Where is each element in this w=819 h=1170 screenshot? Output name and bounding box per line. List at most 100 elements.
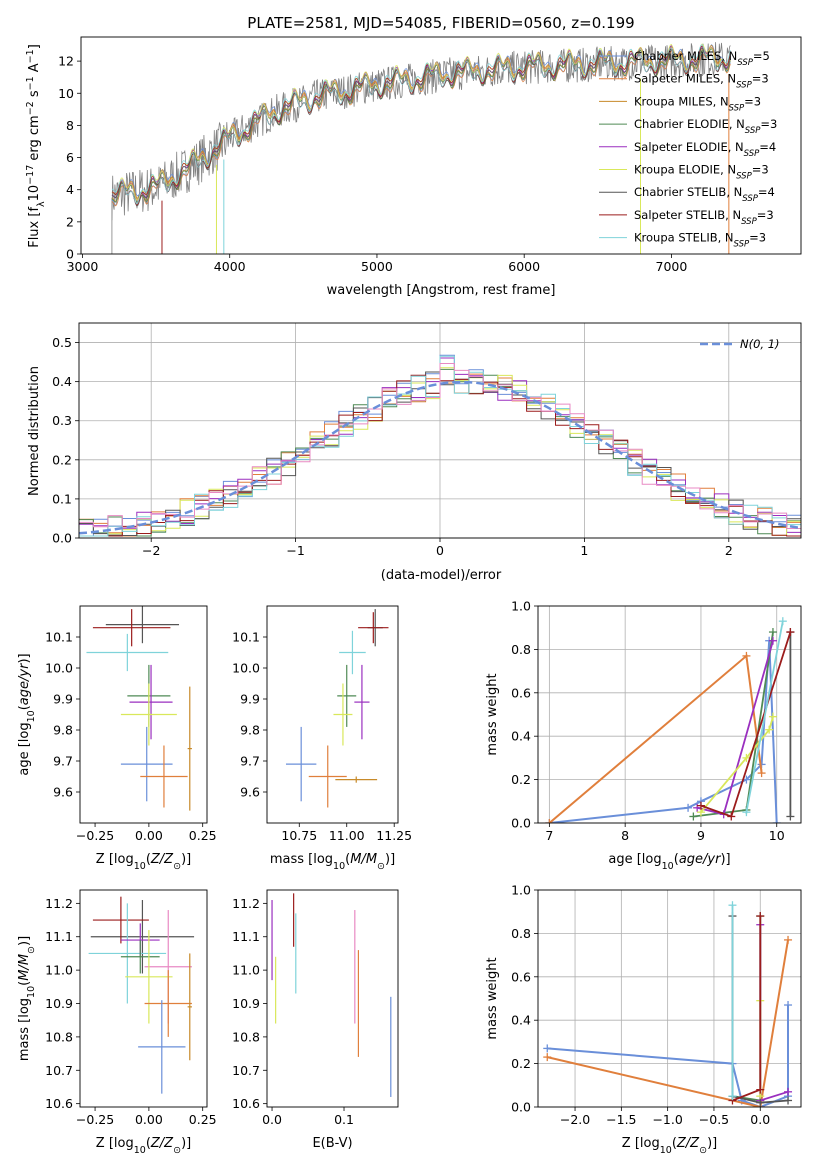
axes-age_vs_Z: −0.25 0.00 0.25 9.6 9.7 9.8 9.9 10.0 10.1 Z [log1…	[17, 605, 217, 872]
y-tick-label: 0.6	[511, 685, 531, 700]
legend-entry: Kroupa ELODIE, NSSP=3	[634, 163, 769, 182]
weight-line	[732, 916, 762, 1102]
weight-marker	[784, 1001, 793, 1010]
y-tick-label: 11.0	[45, 963, 73, 978]
x-tick-label: 7000	[656, 259, 688, 274]
weight-marker	[756, 912, 765, 921]
weight-marker	[784, 935, 793, 944]
model-line-chabrier-elodie	[111, 48, 731, 203]
weight-marker	[784, 1087, 793, 1096]
x-axis-label: Z [log10(Z/Z⊙)]	[622, 1136, 717, 1156]
y-tick-label: 0.3	[52, 413, 72, 428]
errorbar-point	[88, 903, 167, 1004]
x-tick-label: 0.00	[135, 1112, 163, 1127]
y-tick-label: 10.6	[232, 1096, 260, 1111]
y-tick-label: 4	[66, 182, 74, 197]
weight-marker	[756, 1098, 765, 1107]
errorbar-point	[120, 940, 160, 974]
y-tick-label: 11.2	[45, 896, 73, 911]
weight-line	[549, 640, 778, 823]
y-tick-label: 0.0	[511, 1100, 531, 1115]
x-tick-label: 3000	[67, 259, 99, 274]
x-tick-label: 0.25	[189, 1112, 217, 1127]
x-tick-label: 0	[436, 543, 444, 558]
errorbar-point	[92, 896, 149, 944]
weight-marker	[756, 1085, 765, 1094]
legend-entry: Kroupa MILES, NSSP=3	[634, 94, 761, 113]
y-tick-label: 9.6	[53, 785, 73, 800]
legend-entry: Salpeter ELODIE, NSSP=4	[634, 140, 776, 159]
weight-marker	[543, 1053, 552, 1062]
weight-line	[547, 939, 789, 1107]
errorbar-point	[138, 1000, 186, 1094]
weight-line	[732, 916, 762, 1102]
weight-marker	[742, 651, 751, 660]
errorbar-point	[125, 930, 173, 1024]
y-tick-label: 9.6	[240, 785, 260, 800]
x-tick-label: −2.0	[560, 1112, 590, 1127]
x-axis-label: (data-model)/error	[381, 568, 502, 583]
legend-entry: Kroupa STELIB, NSSP=3	[634, 231, 766, 250]
y-tick-label: 2	[66, 214, 74, 229]
x-tick-label: 0.25	[189, 828, 217, 843]
y-tick-label: 11.2	[232, 896, 260, 911]
weight-marker	[742, 753, 751, 762]
x-axis-label: wavelength [Angstrom, rest frame]	[327, 283, 556, 298]
axes-frame	[79, 605, 208, 824]
y-tick-label: 9.8	[53, 723, 73, 738]
x-tick-label: 9	[697, 828, 705, 843]
weight-line	[745, 621, 784, 813]
x-tick-label: 0.0	[750, 1112, 770, 1127]
legend-entry: Salpeter STELIB, NSSP=3	[634, 208, 774, 227]
errorbar-point	[335, 776, 378, 783]
weight-marker	[768, 636, 777, 645]
x-axis-label: Z [log10(Z/Z⊙)]	[96, 852, 191, 872]
weight-marker	[543, 1044, 552, 1053]
errorbar-point	[187, 686, 192, 811]
x-tick-label: −1.5	[606, 1112, 636, 1127]
y-axis-label: Normed distribution	[27, 366, 42, 496]
axes-spectrum: 3000 4000 5000 6000 7000 0 2 4 6 8 10 12 wavelength …	[25, 36, 802, 298]
x-tick-label: −0.25	[76, 828, 114, 843]
y-tick-label: 10.6	[45, 1096, 73, 1111]
x-tick-label: 0.0	[262, 1112, 282, 1127]
figure-title: PLATE=2581, MJD=54085, FIBERID=0560, z=0…	[247, 14, 634, 32]
weight-marker	[765, 725, 774, 734]
y-tick-label: 11.1	[232, 929, 260, 944]
model-line-salpeter-miles	[111, 46, 731, 207]
weight-line	[759, 924, 789, 1102]
errorbar-point	[337, 664, 357, 727]
weight-line	[548, 653, 763, 823]
axes-frame	[537, 605, 802, 824]
x-tick-label: 4000	[214, 259, 246, 274]
errorbar-point	[354, 664, 370, 740]
axes-frame	[80, 36, 802, 255]
x-tick-label: 0.00	[135, 828, 163, 843]
y-tick-label: 6	[66, 150, 74, 165]
errorbar-point	[308, 745, 347, 808]
x-tick-label: 11.25	[376, 828, 412, 843]
plot-area	[543, 901, 793, 1107]
model-line-salpeter-stelib	[111, 45, 731, 206]
axes-mass_vs_ebv: 0.0 0.1 10.6 10.7 10.8 10.9 11.0 11.1 11.2 E(B-V)	[232, 889, 399, 1151]
y-tick-label: 0.2	[511, 772, 531, 787]
legend: Chabrier MILES, NSSP=5 Salpeter MILES, NS…	[599, 49, 777, 250]
axes-frame	[266, 605, 399, 824]
model-line-kroupa-stelib	[111, 44, 731, 205]
y-tick-label: 10.9	[45, 996, 73, 1011]
plot-area	[545, 617, 795, 823]
y-tick-label: 9.7	[240, 754, 260, 769]
axes-frame	[79, 889, 208, 1108]
x-axis-label: E(B-V)	[312, 1136, 352, 1151]
x-tick-label: −0.5	[699, 1112, 729, 1127]
y-tick-label: 10.0	[45, 661, 73, 676]
weight-marker	[757, 769, 766, 778]
x-tick-label: 5000	[361, 259, 393, 274]
legend-entry: N(0, 1)	[740, 337, 780, 351]
plot-area	[79, 354, 801, 537]
x-axis-label: age [log10(age/yr)]	[608, 852, 730, 872]
weight-line	[700, 716, 774, 813]
model-line-chabrier-stelib	[111, 47, 731, 207]
errorbar-point	[105, 606, 180, 644]
